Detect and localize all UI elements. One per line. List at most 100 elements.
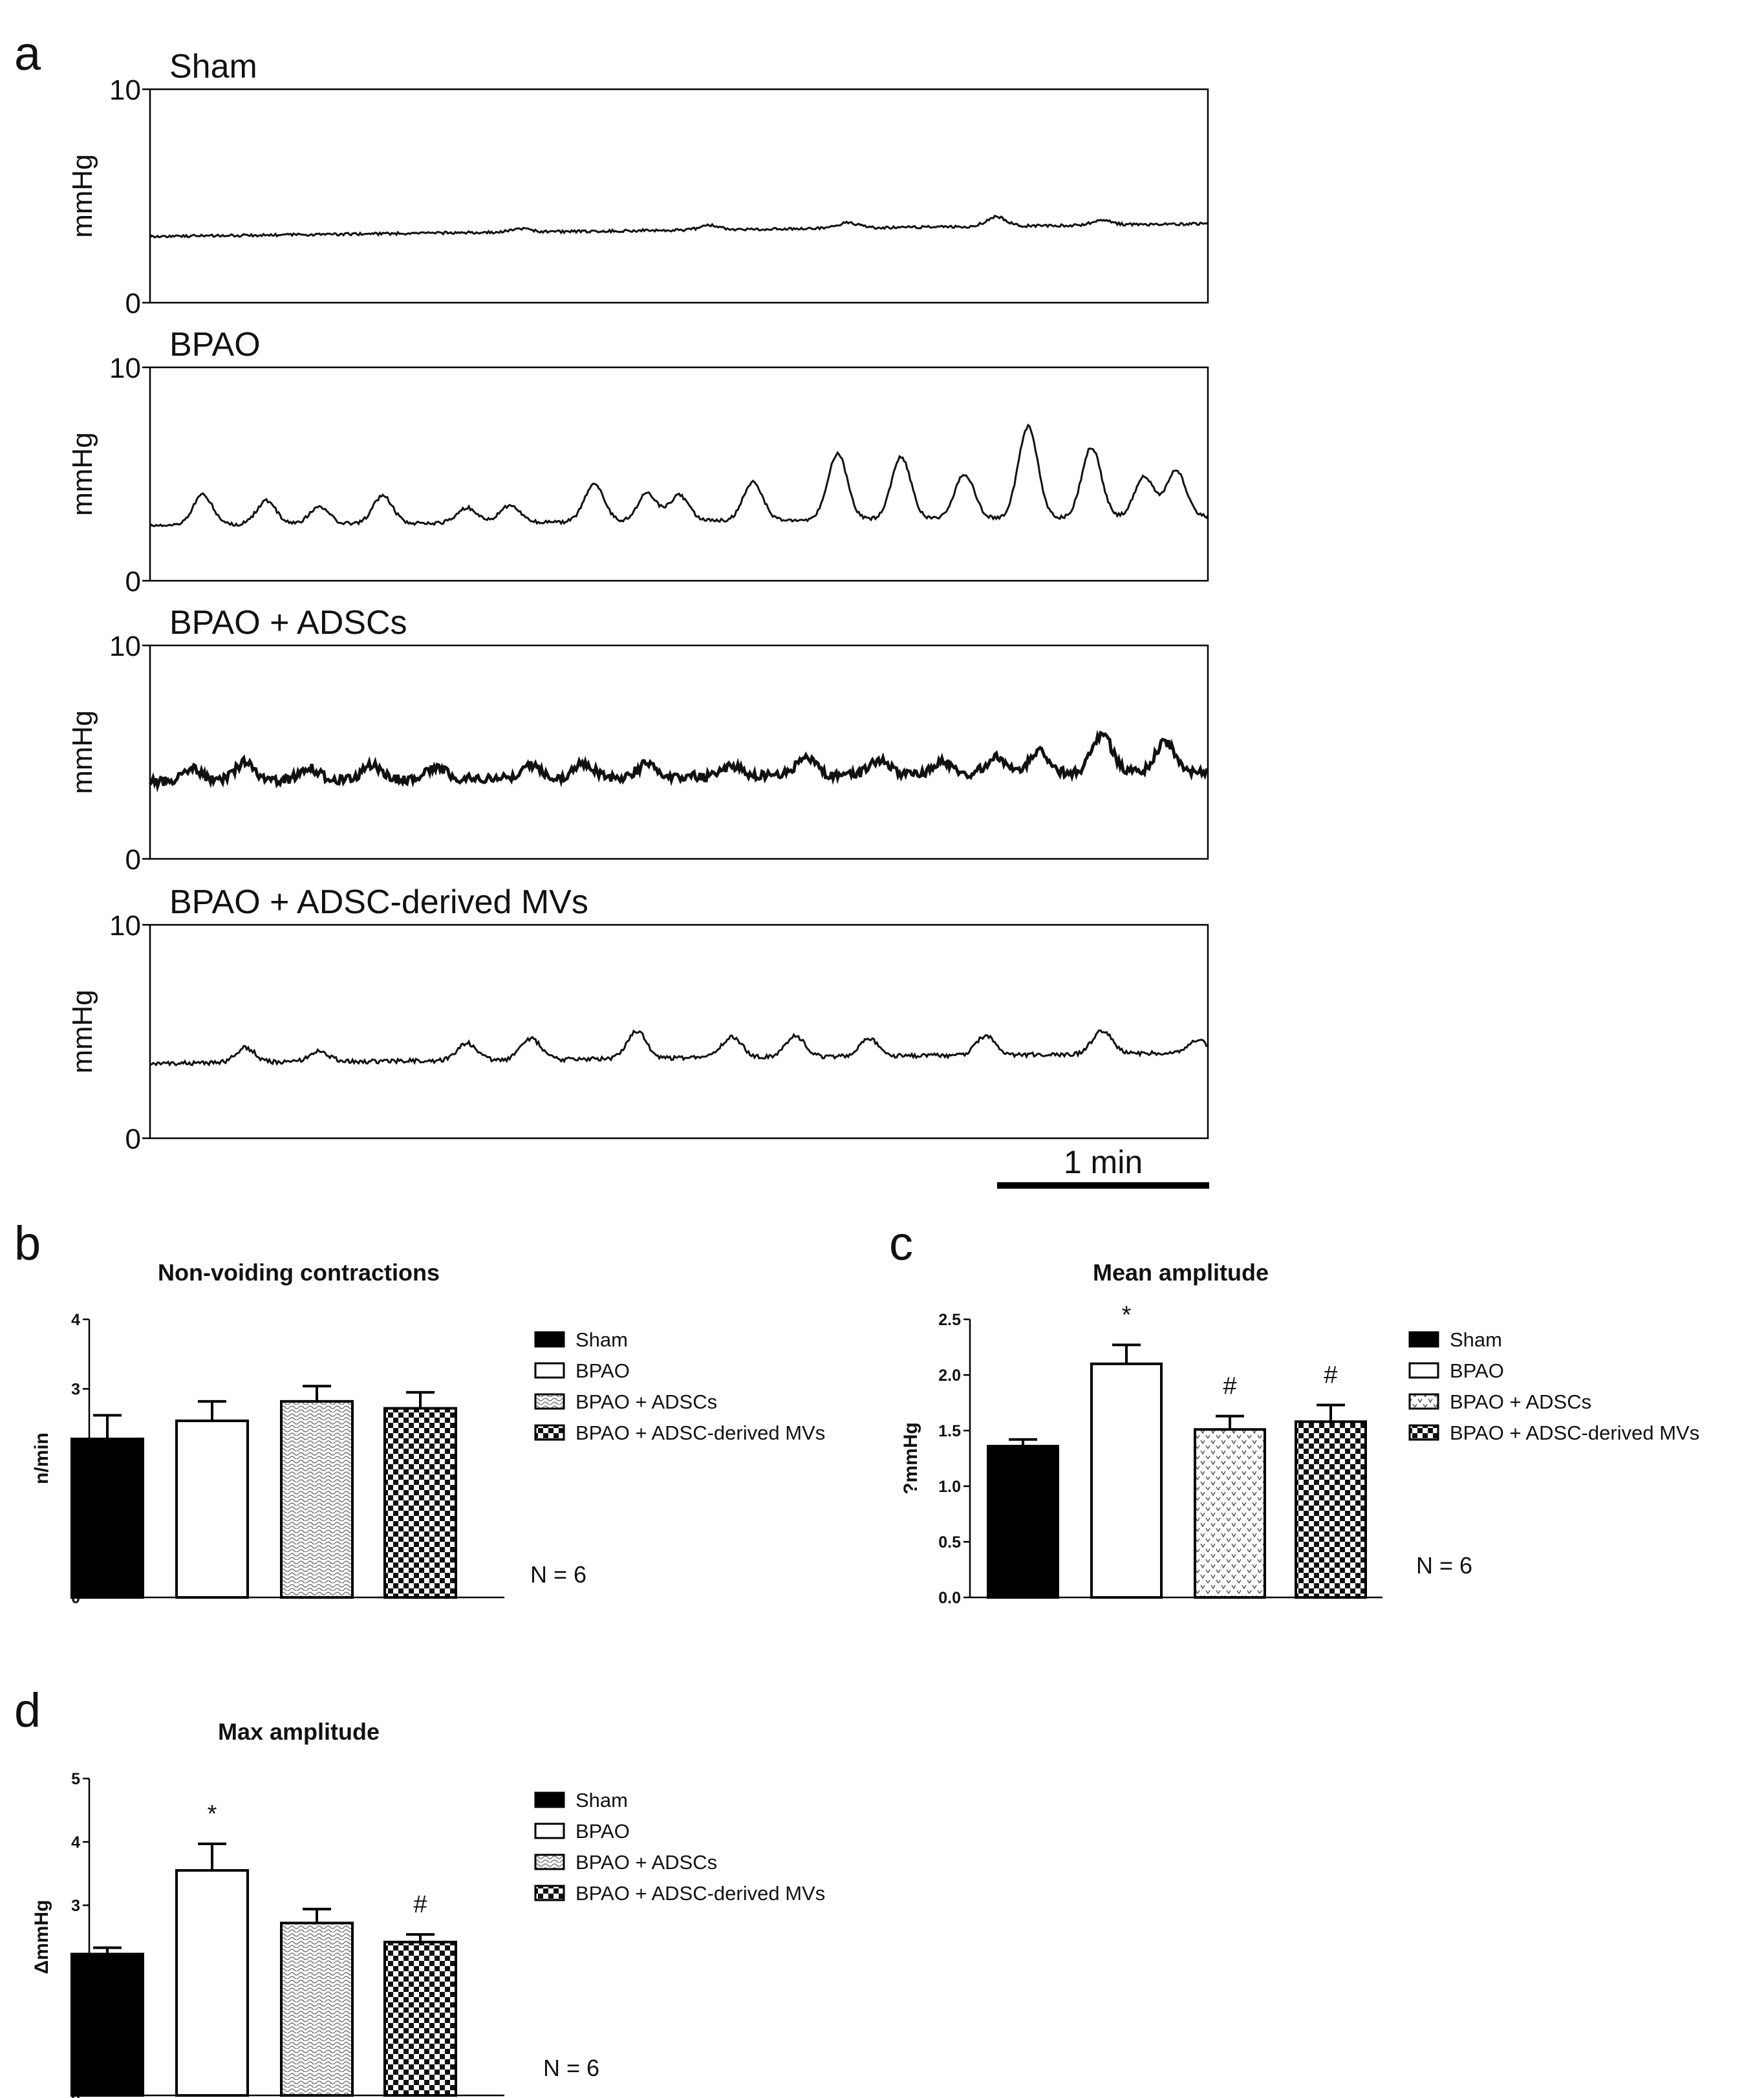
chart-non-voiding: Non-voiding contractions01234n/minShamBP…	[31, 1259, 825, 1607]
panel-a-traces: Sham 0 10 mmHg BPAO 0 10 mmHg BPAO + ADSCs 0 10 mmH…	[67, 48, 1209, 1155]
legend-swatch	[534, 1424, 565, 1441]
legend-label: BPAO	[1450, 1359, 1504, 1382]
panel-label-c: c	[889, 1217, 913, 1270]
chart-mean-amplitude: Mean amplitude 0.0 0.5 1.0 1.5 2.0 2.5 ?mmHg * # #…	[900, 1259, 1699, 1607]
scale-bar-label: 1 min	[1064, 1144, 1143, 1180]
y-tick-label: 1.5	[938, 1422, 961, 1440]
chart-title: Mean amplitude	[1093, 1259, 1269, 1286]
y-tick-label: 0	[125, 1123, 141, 1155]
y-tick-label: 0.5	[938, 1533, 961, 1552]
legend-label: BPAO + ADSC-derived MVs	[575, 1422, 825, 1444]
chart-title: Max amplitude	[218, 1718, 380, 1745]
legend-label: BPAO + ADSCs	[575, 1851, 717, 1874]
significance-mark: #	[413, 1891, 427, 1918]
legend-swatch	[1408, 1424, 1439, 1441]
bar-bpao: *	[1090, 1302, 1163, 1599]
legend-label: Sham	[575, 1328, 628, 1351]
bar	[280, 1400, 354, 1599]
legend-item-bpao: BPAO	[534, 1820, 630, 1843]
y-tick-label: 0	[125, 288, 141, 319]
significance-mark: #	[1324, 1361, 1337, 1389]
legend-label: BPAO	[575, 1359, 630, 1382]
y-tick-label: 10	[109, 74, 141, 106]
bar-bpao-adsc-derived-mvs: #	[383, 1891, 457, 2097]
legend-swatch	[1408, 1362, 1439, 1379]
trace-bpao: BPAO 0 10 mmHg	[67, 326, 1209, 598]
trace-title: Sham	[169, 48, 257, 85]
bar-bpao-adscs	[280, 1385, 354, 1599]
y-tick-label: 0	[125, 566, 141, 598]
legend-label: Sham	[1450, 1328, 1502, 1351]
panel-label-b: b	[14, 1217, 41, 1270]
legend-label: BPAO + ADSC-derived MVs	[575, 1882, 825, 1905]
legend-label: BPAO + ADSC-derived MVs	[1450, 1422, 1699, 1444]
y-tick-label: 2.0	[938, 1367, 961, 1385]
chart-title: Non-voiding contractions	[158, 1259, 440, 1286]
trace-title: BPAO + ADSCs	[169, 604, 407, 642]
legend-item-bpao-adsc-derived-mvs: BPAO + ADSC-derived MVs	[534, 1882, 825, 1905]
trace-title: BPAO + ADSC-derived MVs	[169, 883, 588, 921]
panel-label-d: d	[14, 1683, 41, 1737]
legend-swatch	[534, 1362, 565, 1379]
trace-frame	[149, 644, 1209, 860]
legend-label: Sham	[575, 1789, 628, 1811]
trace-frame	[149, 88, 1209, 304]
significance-mark: #	[1223, 1373, 1236, 1400]
bar	[987, 1445, 1059, 1599]
trace-bpao-adsc-derived-mvs: BPAO + ADSC-derived MVs 0 10 mmHg	[67, 883, 1209, 1155]
y-axis-label: n/min	[31, 1433, 52, 1484]
y-tick-label: 5	[71, 1770, 80, 1788]
legend-swatch	[534, 1885, 565, 1901]
legend-item-bpao-adsc-derived-mvs: BPAO + ADSC-derived MVs	[1408, 1422, 1699, 1444]
legend-label: BPAO	[575, 1820, 630, 1843]
bar-sham	[70, 1946, 144, 2097]
y-tick-label: 0.0	[938, 1589, 961, 1607]
y-axis-label: mmHg	[67, 990, 98, 1074]
y-axis-label: mmHg	[67, 710, 98, 794]
trace-bpao-adscs: BPAO + ADSCs 0 10 mmHg	[67, 604, 1209, 876]
y-tick-label: 0	[125, 844, 141, 876]
bar-bpao-adscs	[280, 1907, 354, 2097]
scale-bar-line	[997, 1182, 1209, 1189]
bar	[383, 1407, 457, 1599]
legend-swatch	[534, 1791, 565, 1808]
legend-label: BPAO + ADSCs	[575, 1390, 717, 1413]
trace-sham: Sham 0 10 mmHg	[67, 48, 1209, 319]
legend-swatch	[534, 1854, 565, 1870]
y-tick-label: 10	[109, 352, 141, 384]
y-tick-label: 4	[71, 1311, 80, 1329]
n-label-b: N = 6	[530, 1561, 586, 1588]
pressure-trace	[149, 1029, 1209, 1067]
legend-swatch	[534, 1393, 565, 1410]
bar	[1090, 1362, 1163, 1599]
significance-mark: *	[208, 1801, 217, 1828]
n-label-d: N = 6	[543, 2055, 599, 2081]
bar-bpao-adsc-derived-mvs: #	[1295, 1361, 1367, 1599]
y-tick-label: 10	[109, 910, 141, 942]
legend-item-sham: Sham	[534, 1789, 628, 1811]
bar-bpao	[175, 1400, 249, 1599]
legend-swatch	[534, 1331, 565, 1348]
y-tick-label: 3	[71, 1897, 80, 1915]
y-tick-label: 2.5	[938, 1311, 961, 1329]
legend-item-bpao: BPAO	[534, 1359, 630, 1382]
trace-frame	[149, 366, 1209, 582]
bar	[70, 1952, 144, 2097]
pressure-trace	[149, 423, 1209, 528]
bar-bpao: *	[175, 1801, 249, 2097]
y-axis-label: ΔmmHg	[31, 1900, 52, 1974]
pressure-trace	[149, 214, 1209, 239]
y-axis-label: ?mmHg	[900, 1422, 921, 1495]
trace-frame	[149, 924, 1209, 1140]
n-label-c: N = 6	[1416, 1552, 1472, 1579]
legend-item-bpao-adscs: BPAO + ADSCs	[534, 1390, 717, 1413]
bar-bpao-adsc-derived-mvs	[383, 1390, 457, 1599]
y-axis-label: mmHg	[67, 432, 98, 516]
y-tick-label: 10	[109, 631, 141, 662]
significance-mark: *	[1122, 1302, 1132, 1329]
bar-sham	[987, 1438, 1059, 1599]
panel-label-a: a	[14, 27, 41, 80]
bar	[175, 1869, 249, 2097]
